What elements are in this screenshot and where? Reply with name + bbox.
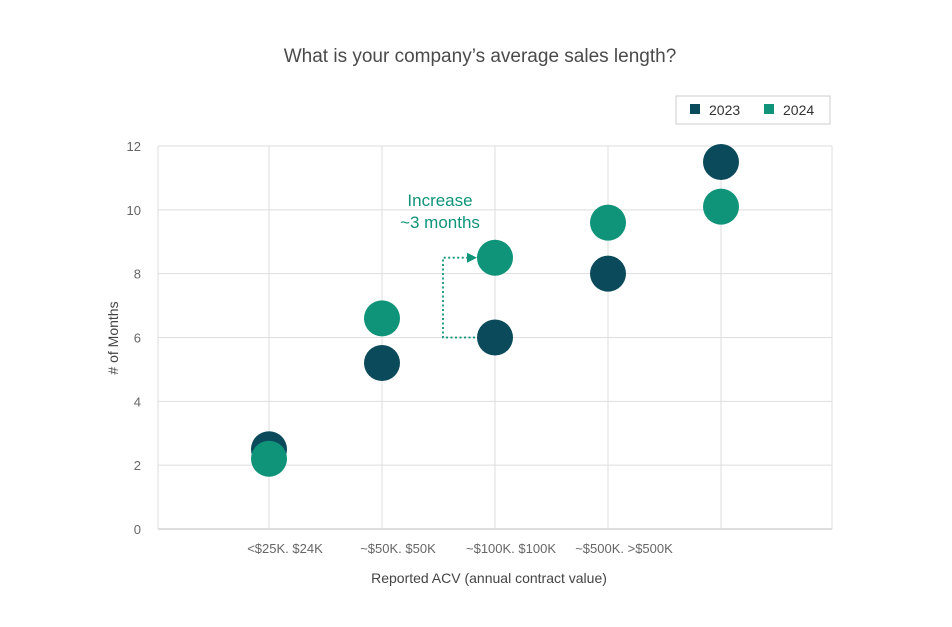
increase-bracket [442, 256, 475, 339]
y-tick-label: 2 [134, 458, 141, 473]
data-point-2023-2 [477, 319, 513, 356]
legend-box [675, 95, 831, 125]
y-tick-label: 4 [134, 394, 141, 409]
annotation-text: Increase [407, 191, 472, 210]
data-point-2023-4 [703, 143, 739, 180]
x-axis-label: Reported ACV (annual contract value) [371, 570, 607, 586]
x-tick-label: <$25K. $24K [247, 541, 323, 556]
y-axis-label: # of Months [105, 301, 121, 374]
annotation-text: ~3 months [400, 213, 480, 232]
legend-label-2024[interactable]: 2024 [783, 102, 814, 118]
x-tick-label: ~$500K. >$500K [575, 541, 673, 556]
y-tick-label: 10 [127, 203, 141, 218]
data-points [251, 143, 739, 477]
data-point-2024-1 [364, 300, 400, 337]
y-tick-label: 0 [134, 522, 141, 537]
data-point-2024-0 [251, 440, 287, 477]
data-point-2023-3 [590, 255, 626, 292]
x-tick-label: ~$50K. $50K [360, 541, 436, 556]
data-point-2024-2 [477, 239, 513, 276]
data-point-2024-4 [703, 188, 739, 225]
legend-label-2023[interactable]: 2023 [709, 102, 740, 118]
x-tick-label: ~$100K. $100K [466, 541, 556, 556]
tick-labels: 0 2 4 6 8 10 12 <$25K. $24K ~$50K. $50K ~$100K. $… [127, 139, 674, 556]
legend-swatch-2023 [690, 104, 700, 114]
legend-swatch-2024 [764, 104, 774, 114]
arrow-head-icon [467, 252, 477, 263]
annotation: Increase ~3 months [400, 191, 480, 339]
data-point-2023-1 [364, 345, 400, 382]
chart-title: What is your company’s average sales len… [284, 46, 677, 67]
y-tick-label: 8 [134, 267, 141, 282]
y-tick-label: 6 [134, 331, 141, 346]
data-point-2024-3 [590, 204, 626, 241]
legend[interactable]: 2023 2024 [675, 95, 831, 125]
y-tick-label: 12 [127, 139, 141, 154]
